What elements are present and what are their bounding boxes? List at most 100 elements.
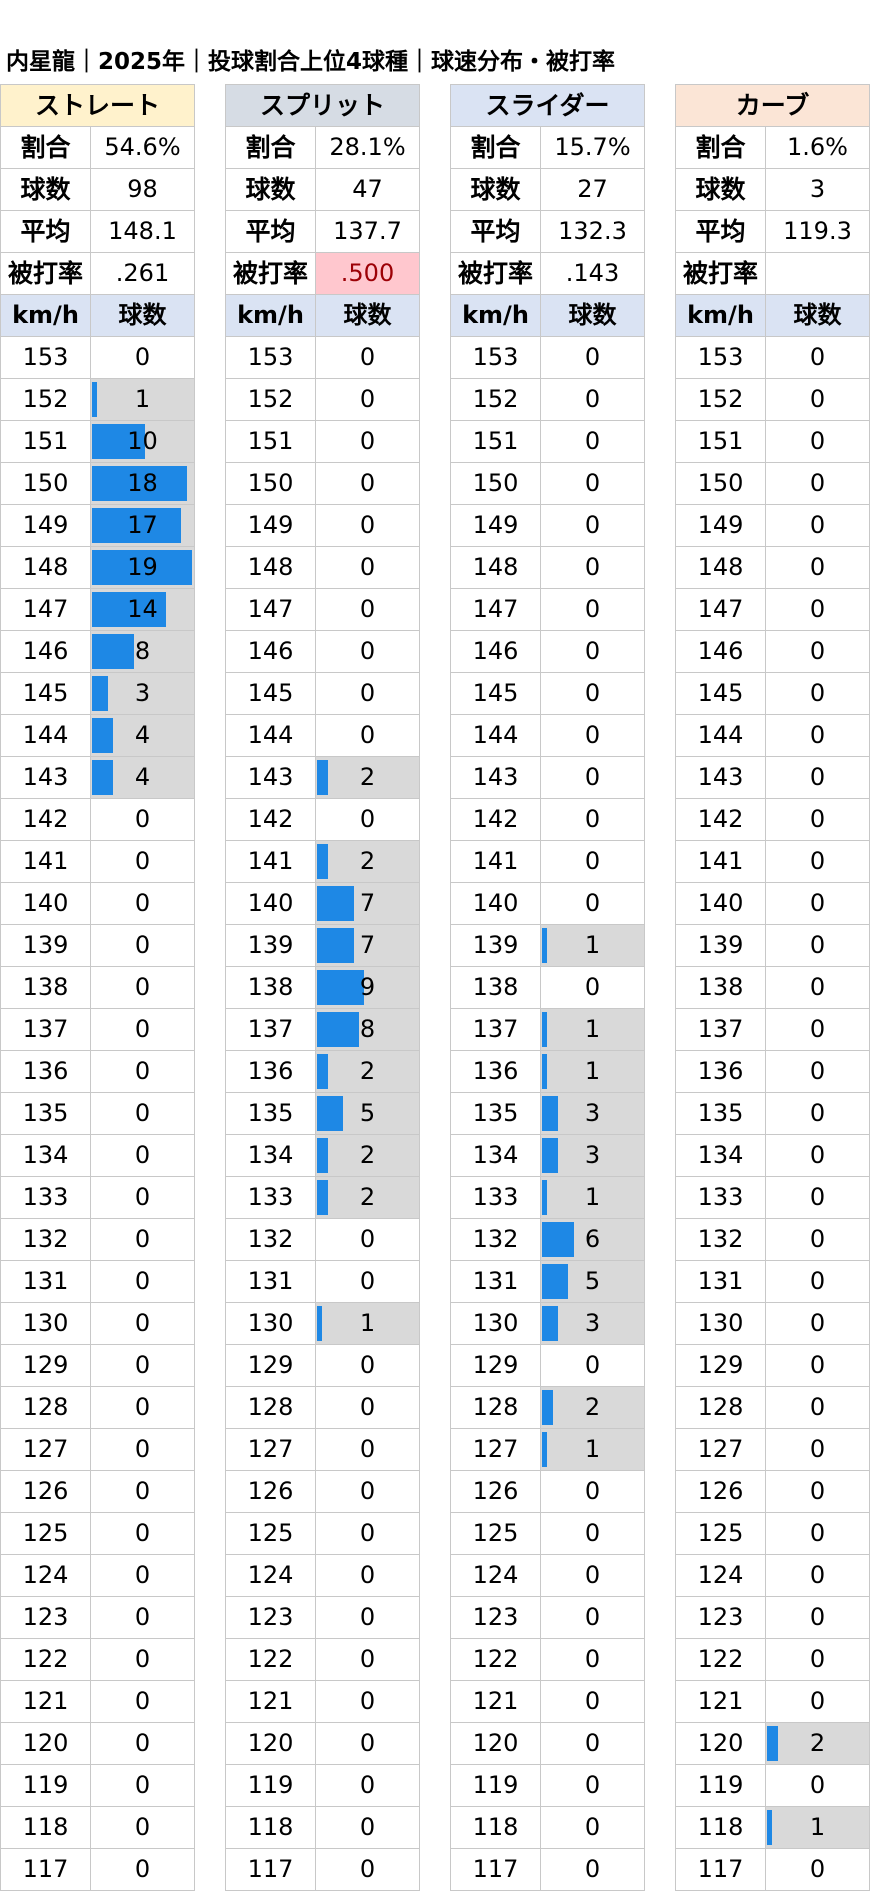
count-cell: 0 (764, 966, 871, 1009)
count-cell: 0 (764, 546, 871, 589)
count-value: 2 (359, 1057, 376, 1085)
speed-row: 134 3 (450, 1134, 646, 1177)
count-cell: 2 (314, 1134, 421, 1177)
speed-cell: 151 (0, 420, 91, 463)
speed-row: 146 8 (0, 630, 196, 673)
count-cell: 0 (764, 504, 871, 547)
count-value: 0 (584, 1603, 601, 1631)
speed-row: 150 0 (225, 462, 421, 505)
speed-cell: 117 (675, 1848, 766, 1891)
stat-value: 1.6% (764, 126, 871, 169)
count-value: 0 (584, 1813, 601, 1841)
speed-cell: 153 (0, 336, 91, 379)
speed-row: 151 0 (225, 420, 421, 463)
count-cell: 0 (764, 1386, 871, 1429)
speed-cell: 143 (450, 756, 541, 799)
count-cell: 0 (764, 1344, 871, 1387)
count-value: 0 (584, 1729, 601, 1757)
speed-row: 137 8 (225, 1008, 421, 1051)
count-value: 0 (359, 805, 376, 833)
count-bar (767, 1810, 772, 1845)
speed-row: 119 0 (0, 1764, 196, 1807)
stat-label: 割合 (450, 126, 541, 169)
count-value: 8 (359, 1015, 376, 1043)
stat-value (764, 252, 871, 295)
speed-row: 133 0 (0, 1176, 196, 1219)
count-bar (542, 1264, 568, 1299)
speed-cell: 120 (0, 1722, 91, 1765)
count-value: 3 (584, 1099, 601, 1127)
count-cell: 0 (314, 1680, 421, 1723)
speed-cell: 143 (225, 756, 316, 799)
speed-cell: 152 (675, 378, 766, 421)
speed-cell: 141 (225, 840, 316, 883)
speed-cell: 131 (225, 1260, 316, 1303)
speed-row: 141 0 (0, 840, 196, 883)
speed-row: 129 0 (225, 1344, 421, 1387)
speed-cell: 118 (225, 1806, 316, 1849)
speed-row: 134 2 (225, 1134, 421, 1177)
count-cell: 0 (764, 1134, 871, 1177)
speed-cell: 120 (450, 1722, 541, 1765)
count-cell: 0 (89, 1680, 196, 1723)
speed-row: 131 0 (675, 1260, 871, 1303)
speed-row: 152 0 (675, 378, 871, 421)
speed-cell: 149 (450, 504, 541, 547)
count-cell: 0 (764, 1680, 871, 1723)
count-value: 0 (134, 1183, 151, 1211)
speed-row: 152 1 (0, 378, 196, 421)
count-bar (92, 634, 134, 669)
count-cell: 2 (314, 1050, 421, 1093)
count-cell: 1 (314, 1302, 421, 1345)
count-bar (317, 1138, 328, 1173)
count-bar (317, 760, 328, 795)
count-cell: 0 (314, 798, 421, 841)
speed-cell: 135 (675, 1092, 766, 1135)
count-value: 0 (809, 1519, 826, 1547)
speed-cell: 151 (450, 420, 541, 463)
speed-cell: 133 (225, 1176, 316, 1219)
speed-row: 131 0 (0, 1260, 196, 1303)
speed-row: 140 7 (225, 882, 421, 925)
count-cell: 0 (764, 1008, 871, 1051)
count-value: 0 (134, 1477, 151, 1505)
count-value: 0 (359, 1435, 376, 1463)
count-value: 0 (359, 637, 376, 665)
count-value: 1 (584, 1057, 601, 1085)
count-value: 0 (134, 1813, 151, 1841)
stat-label: 平均 (450, 210, 541, 253)
count-value: 0 (359, 343, 376, 371)
stat-label: 被打率 (0, 252, 91, 295)
count-value: 0 (809, 469, 826, 497)
speed-row: 128 0 (0, 1386, 196, 1429)
count-value: 0 (359, 1393, 376, 1421)
count-value: 0 (584, 805, 601, 833)
count-cell: 0 (89, 1260, 196, 1303)
speed-cell: 141 (0, 840, 91, 883)
count-value: 0 (809, 973, 826, 1001)
speed-row: 124 0 (450, 1554, 646, 1597)
speed-row: 123 0 (0, 1596, 196, 1639)
speed-row: 135 0 (0, 1092, 196, 1135)
stat-label: 球数 (675, 168, 766, 211)
speed-cell: 152 (225, 378, 316, 421)
count-bar (317, 886, 354, 921)
speed-row: 143 2 (225, 756, 421, 799)
speed-row: 123 0 (450, 1596, 646, 1639)
stat-label: 割合 (0, 126, 91, 169)
speed-cell: 121 (0, 1680, 91, 1723)
count-bar (92, 592, 166, 627)
count-value: 0 (134, 1225, 151, 1253)
speed-cell: 128 (0, 1386, 91, 1429)
count-cell: 0 (89, 1428, 196, 1471)
speed-cell: 117 (450, 1848, 541, 1891)
count-cell: 2 (314, 840, 421, 883)
speed-row: 127 0 (225, 1428, 421, 1471)
count-value: 0 (134, 1015, 151, 1043)
speed-row: 125 0 (225, 1512, 421, 1555)
speed-cell: 151 (225, 420, 316, 463)
speed-cell: 119 (450, 1764, 541, 1807)
pitch-type-name: スライダー (449, 84, 646, 127)
count-cell: 0 (314, 1764, 421, 1807)
count-bar (92, 466, 187, 501)
